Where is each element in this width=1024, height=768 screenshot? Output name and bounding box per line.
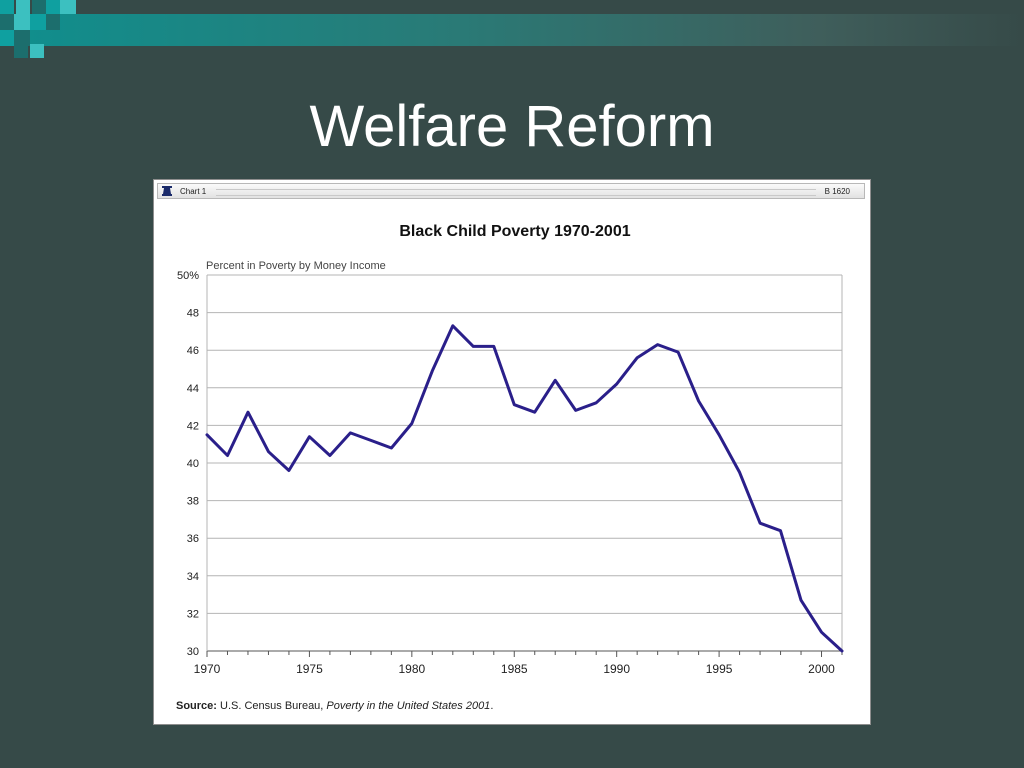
chart-panel: Chart 1 B 1620 Black Child Poverty 1970-… [153,179,871,725]
chart-source-note: Source: U.S. Census Bureau, Poverty in t… [176,700,493,712]
x-tick-label: 1990 [603,662,630,676]
line-chart: Black Child Poverty 1970-2001 Percent in… [176,223,844,712]
source-label: Source: [176,700,217,712]
source-text: U.S. Census Bureau, [217,700,326,712]
x-tick-label: 1995 [706,662,733,676]
x-tick-label: 1970 [194,662,221,676]
x-tick-label: 2000 [808,662,835,676]
y-tick-label: 32 [187,608,199,620]
x-tick-label: 1985 [501,662,528,676]
x-axis-ticks: 1970 1975 1980 1985 1990 1995 2000 [194,651,843,676]
title-band [0,14,1024,46]
y-tick-label: 40 [187,458,199,470]
y-tick-label: 30 [187,646,199,658]
y-tick-label: 48 [187,308,199,320]
y-tick-label: 34 [187,571,199,583]
chart-header-bar: Chart 1 B 1620 [157,183,865,199]
y-axis-ticks: 30 32 34 36 38 40 42 44 46 48 50% [177,270,199,658]
x-tick-label: 1980 [398,662,425,676]
y-tick-label: 46 [187,345,199,357]
x-tick-label: 1975 [296,662,323,676]
series-line-0 [205,324,844,653]
source-publication: Poverty in the United States 2001 [326,700,490,712]
slide-title: Welfare Reform [309,94,715,159]
y-tick-label: 50% [177,270,199,282]
y-tick-label: 36 [187,533,199,545]
chart-gridlines [206,274,843,652]
source-end: . [490,700,493,712]
chart-code-label: B 1620 [824,187,850,196]
chart-series [205,324,844,653]
y-axis-label: Percent in Poverty by Money Income [206,260,386,272]
liberty-bell-icon [162,186,172,196]
y-tick-label: 38 [187,496,199,508]
chart-title: Black Child Poverty 1970-2001 [399,223,630,240]
chart-number-label: Chart 1 [180,187,207,196]
y-tick-label: 44 [187,383,199,395]
header-rule [216,189,816,196]
y-tick-label: 42 [187,420,199,432]
